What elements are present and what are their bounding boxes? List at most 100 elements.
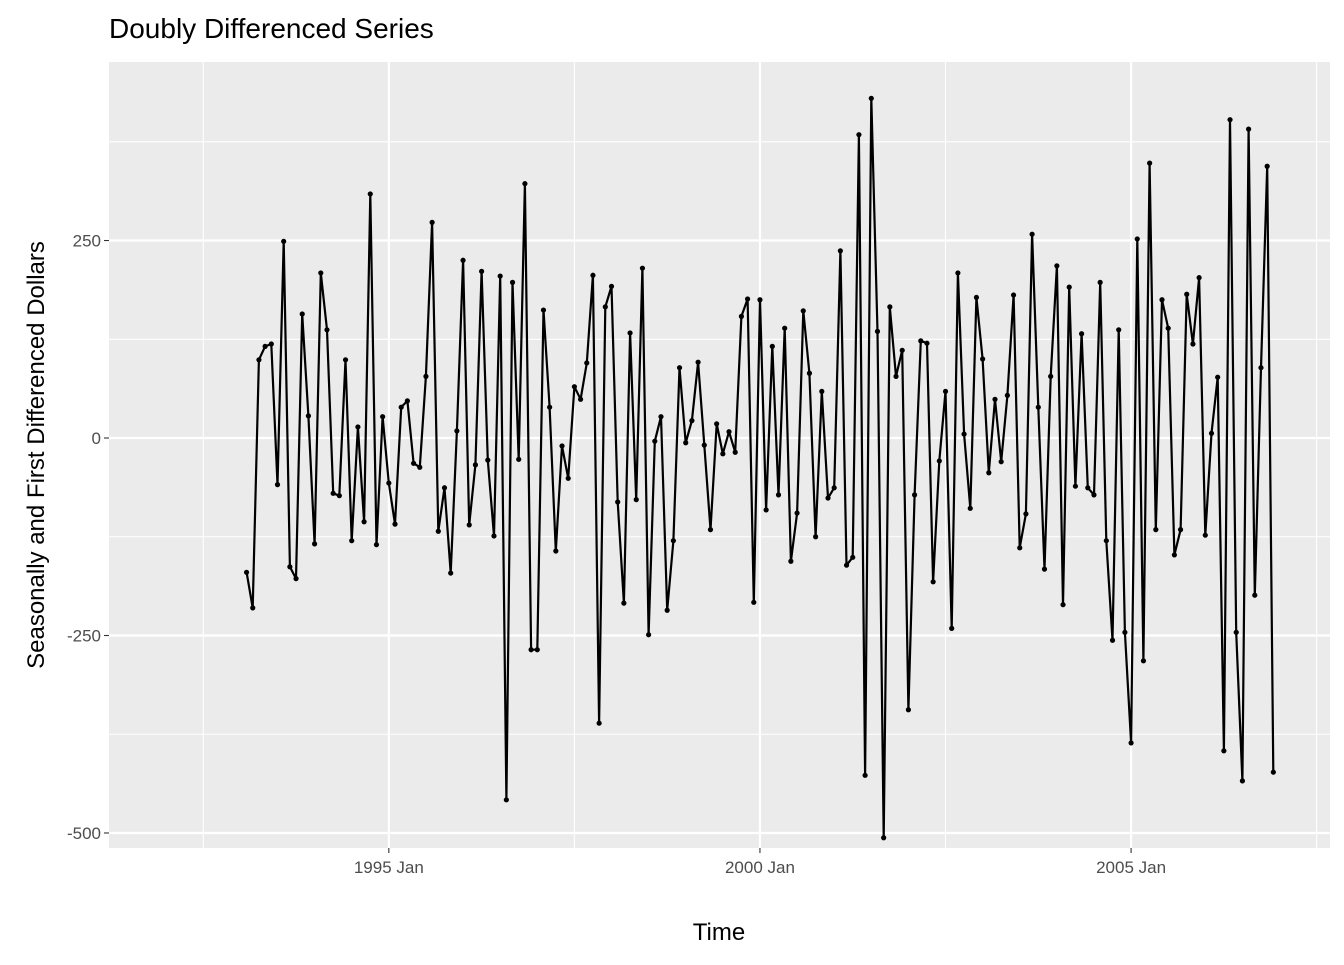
data-point	[615, 499, 621, 505]
data-point	[1215, 374, 1221, 380]
y-axis-label: Seasonally and First Differenced Dollars	[23, 241, 50, 669]
data-point	[652, 438, 658, 444]
y-tick-label: 250	[73, 232, 101, 251]
data-point	[1029, 231, 1035, 237]
data-point	[540, 307, 547, 313]
data-point	[479, 268, 485, 274]
data-point	[837, 248, 843, 254]
data-point	[1264, 163, 1270, 169]
data-point	[571, 384, 577, 390]
data-point	[782, 325, 788, 331]
data-point	[831, 485, 837, 491]
data-point	[621, 600, 627, 606]
data-point	[590, 272, 596, 278]
plot-panel	[109, 62, 1330, 848]
data-point	[417, 464, 423, 470]
data-point	[986, 470, 992, 476]
data-point	[1017, 545, 1023, 551]
data-point	[485, 457, 491, 463]
data-point	[491, 533, 497, 539]
data-point	[1041, 566, 1048, 572]
data-point	[1091, 492, 1097, 498]
data-point	[410, 460, 417, 466]
data-point	[856, 132, 862, 138]
data-point	[305, 413, 312, 419]
data-point	[318, 270, 324, 276]
data-point	[1153, 527, 1159, 533]
data-point	[695, 359, 701, 365]
data-point	[1035, 404, 1041, 410]
data-point	[324, 327, 330, 333]
data-point	[293, 576, 299, 582]
data-point	[1270, 769, 1276, 775]
data-point	[689, 418, 695, 424]
data-point	[707, 527, 714, 533]
data-point	[547, 404, 553, 410]
data-point	[714, 421, 720, 427]
data-point	[1165, 325, 1171, 331]
data-point	[243, 569, 250, 575]
y-tick-label: -250	[67, 627, 101, 646]
data-point	[528, 647, 534, 653]
data-point	[386, 480, 392, 486]
data-point	[1233, 629, 1239, 635]
data-point	[367, 191, 373, 197]
data-point	[454, 428, 460, 434]
data-point	[460, 257, 466, 263]
data-point	[404, 398, 410, 404]
data-point	[312, 541, 318, 547]
data-point	[336, 493, 342, 499]
data-point	[924, 340, 930, 346]
data-point	[992, 396, 998, 402]
data-point	[701, 442, 707, 448]
data-point	[813, 534, 819, 540]
x-axis-label: Time	[693, 919, 745, 946]
data-point	[670, 538, 676, 544]
data-point	[262, 343, 268, 349]
data-point	[973, 294, 980, 301]
data-point	[887, 304, 893, 310]
data-point	[893, 373, 899, 379]
data-point	[1085, 485, 1091, 491]
data-point	[1221, 748, 1227, 754]
data-point	[1116, 327, 1122, 333]
data-point	[627, 330, 633, 336]
data-point	[608, 283, 615, 289]
y-axis: 250 0 -250 -500	[67, 232, 109, 843]
data-point	[794, 510, 800, 516]
data-point	[1109, 637, 1116, 643]
data-point	[744, 296, 751, 302]
data-point	[1128, 740, 1134, 746]
data-point	[1171, 552, 1177, 558]
data-point	[509, 279, 516, 285]
data-point	[998, 459, 1004, 465]
data-point	[633, 497, 639, 503]
data-point	[596, 720, 602, 726]
data-point	[881, 835, 887, 841]
data-point	[1072, 483, 1079, 489]
data-point	[1196, 275, 1202, 281]
data-point	[1103, 538, 1109, 544]
data-point	[905, 707, 912, 713]
data-point	[448, 570, 454, 576]
data-point	[918, 338, 924, 344]
data-point	[503, 797, 509, 803]
data-point	[862, 772, 868, 778]
x-tick-label: 1995 Jan	[354, 858, 424, 877]
data-point	[874, 328, 881, 334]
data-point	[769, 343, 775, 349]
data-point	[559, 443, 565, 449]
data-point	[942, 388, 949, 395]
data-point	[1078, 331, 1085, 337]
data-point	[1177, 527, 1184, 533]
data-point	[380, 414, 386, 420]
data-point	[584, 360, 590, 366]
data-point	[850, 554, 856, 560]
data-point	[676, 365, 683, 371]
data-point	[1227, 117, 1233, 123]
data-point	[516, 456, 522, 462]
data-point	[967, 505, 973, 511]
data-point	[268, 341, 274, 347]
data-point	[658, 414, 664, 420]
data-point	[646, 632, 652, 638]
